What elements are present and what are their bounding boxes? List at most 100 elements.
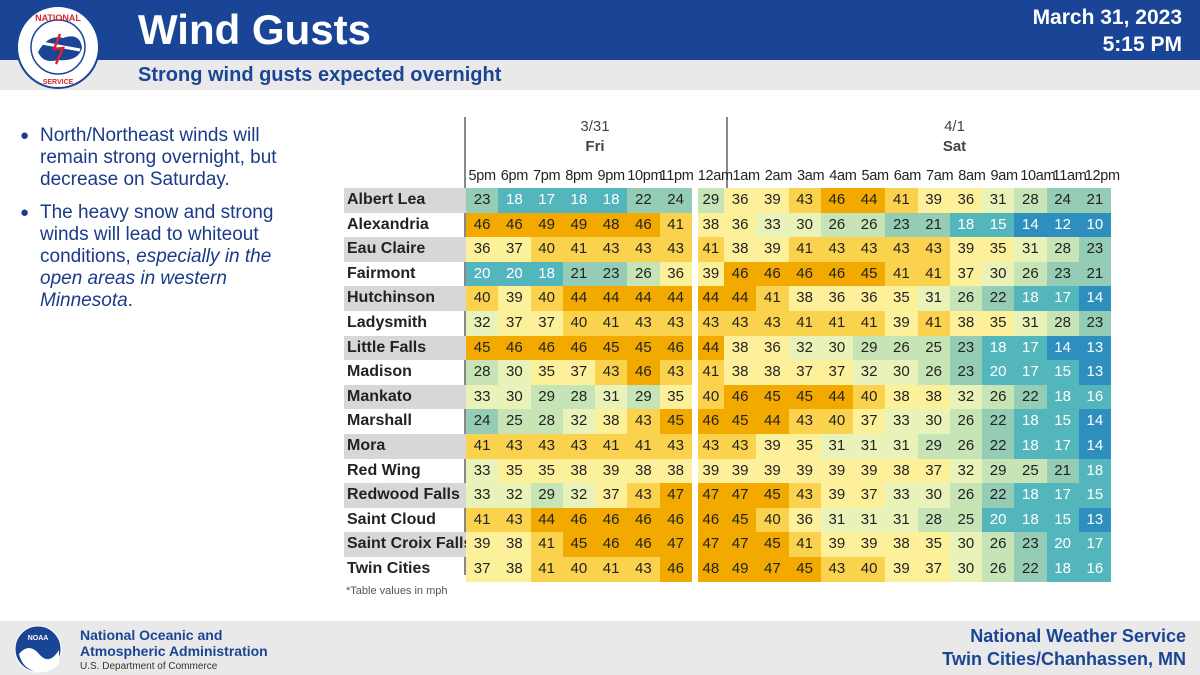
- gust-value-cell: 31: [820, 507, 853, 533]
- gust-value-cell: 44: [724, 286, 757, 311]
- gust-value-cell: 39: [820, 532, 853, 557]
- gust-value-cell: 15: [982, 212, 1015, 238]
- gust-value-cell: 47: [659, 483, 692, 508]
- hour-label: 6am: [893, 168, 922, 184]
- gust-value-cell: 36: [949, 188, 982, 213]
- gust-value-cell: 32: [788, 335, 821, 361]
- gust-value-cell: 23: [466, 188, 499, 213]
- gust-value-cell: 43: [917, 237, 950, 262]
- city-name: Red Wing: [347, 461, 421, 479]
- gust-value-cell: 37: [466, 556, 499, 582]
- gust-value-cell: 48: [691, 556, 724, 582]
- gust-value-cell: 44: [627, 286, 660, 311]
- subtitle-bar: [0, 60, 1200, 90]
- gust-value-cell: 46: [562, 507, 595, 533]
- gust-value-cell: 38: [498, 556, 531, 582]
- hour-label: 2am: [764, 168, 793, 184]
- gust-value-cell: 18: [530, 261, 563, 287]
- gust-value-cell: 38: [949, 310, 982, 336]
- gust-value-cell: 31: [595, 384, 628, 410]
- gust-value-cell: 26: [917, 360, 950, 385]
- noaa-line-3: U.S. Department of Commerce: [80, 661, 218, 672]
- gust-value-cell: 18: [982, 335, 1015, 361]
- hour-label: 12am: [697, 168, 733, 184]
- bullet-item: ● North/Northeast winds will remain stro…: [18, 125, 318, 191]
- bullet-text: The heavy snow and strong winds will lea…: [40, 202, 274, 267]
- gust-value-cell: 45: [756, 532, 789, 557]
- gust-value-cell: 26: [820, 212, 853, 238]
- gust-value-cell: 30: [498, 360, 531, 385]
- gust-value-cell: 37: [917, 458, 950, 484]
- svg-text:NOAA: NOAA: [28, 635, 49, 642]
- table-row: Hutchinson 40 39 40 44 44 44 44 44 44 41 38 36 36 35 31…: [344, 286, 1111, 311]
- gust-value-cell: 46: [498, 212, 531, 238]
- hour-label: 9pm: [597, 168, 625, 184]
- gust-value-cell: 46: [820, 188, 853, 213]
- hour-label: 7pm: [532, 168, 561, 184]
- gust-value-cell: 45: [724, 409, 757, 434]
- city-name: Alexandria: [347, 215, 429, 233]
- gust-value-cell: 13: [1078, 360, 1111, 385]
- gust-value-cell: 24: [466, 409, 499, 434]
- gust-value-cell: 30: [949, 556, 982, 582]
- gust-value-cell: 25: [917, 335, 950, 361]
- gust-value-cell: 23: [949, 335, 982, 361]
- gust-value-cell: 45: [756, 483, 789, 508]
- gust-value-cell: 37: [788, 360, 821, 385]
- page-title: Wind Gusts: [138, 6, 371, 53]
- gust-value-cell: 17: [1014, 335, 1047, 361]
- gust-value-cell: 49: [562, 212, 595, 238]
- gust-value-cell: 37: [530, 310, 563, 336]
- noaa-logo-icon: NOAA: [14, 625, 62, 673]
- gust-value-cell: 43: [788, 409, 821, 434]
- bullet-list: ● North/Northeast winds will remain stro…: [18, 125, 318, 323]
- gust-value-cell: 18: [1014, 409, 1047, 434]
- gust-value-cell: 17: [1046, 433, 1079, 459]
- hour-label: 5am: [861, 168, 889, 184]
- gust-value-cell: 46: [498, 335, 531, 361]
- table-row: Mankato 33 30 29 28 31 29 35 40 46 45 45 44 40 38 38 32 2…: [344, 384, 1111, 410]
- gust-value-cell: 29: [982, 458, 1015, 484]
- gust-value-cell: 31: [1014, 310, 1047, 336]
- hour-label: 11am: [1052, 168, 1087, 184]
- gust-value-cell: 39: [756, 188, 789, 213]
- page-subtitle: Strong wind gusts expected overnight: [138, 64, 502, 86]
- gust-value-cell: 49: [724, 556, 757, 582]
- gust-value-cell: 40: [756, 507, 789, 533]
- table-note: *Table values in mph: [346, 585, 448, 597]
- city-name: Saint Croix Falls: [344, 532, 472, 557]
- gust-value-cell: 39: [595, 458, 628, 484]
- noaa-line-2: Atmospheric Administration: [80, 643, 268, 659]
- gust-value-cell: 33: [466, 458, 499, 484]
- gust-value-cell: 32: [466, 310, 499, 336]
- city-name: Fairmont: [347, 264, 416, 282]
- gust-value-cell: 41: [627, 433, 660, 459]
- gust-value-cell: 41: [788, 310, 821, 336]
- gust-value-cell: 33: [885, 483, 918, 508]
- bullet-dot-icon: ●: [20, 127, 30, 144]
- gust-value-cell: 45: [788, 556, 821, 582]
- hour-label: 8pm: [565, 168, 593, 184]
- city-name: Albert Lea: [344, 188, 466, 213]
- gust-value-cell: 30: [788, 212, 821, 238]
- gust-value-cell: 45: [788, 384, 821, 410]
- gust-value-cell: 45: [562, 532, 595, 557]
- gust-value-cell: 22: [1014, 384, 1047, 410]
- gust-value-cell: 41: [885, 261, 918, 287]
- gust-value-cell: 40: [562, 556, 595, 582]
- gust-value-cell: 44: [562, 286, 595, 311]
- gust-value-cell: 31: [917, 286, 950, 311]
- table-row: Mora 41 43 43 43 41 41 43 43 43 39 35 31 31 31 29 26 22 18…: [344, 433, 1111, 459]
- gust-value-cell: 38: [788, 286, 821, 311]
- gust-value-cell: 31: [885, 507, 918, 533]
- gust-value-cell: 36: [724, 212, 757, 238]
- gust-value-cell: 40: [853, 556, 886, 582]
- gust-value-cell: 35: [788, 433, 821, 459]
- gust-value-cell: 38: [562, 458, 595, 484]
- day-date: 4/1: [944, 118, 965, 135]
- gust-value-cell: 39: [820, 458, 853, 484]
- gust-value-cell: 41: [595, 556, 628, 582]
- gust-value-cell: 39: [724, 458, 757, 484]
- gust-value-cell: 29: [627, 384, 660, 410]
- city-name: Redwood Falls: [344, 483, 466, 508]
